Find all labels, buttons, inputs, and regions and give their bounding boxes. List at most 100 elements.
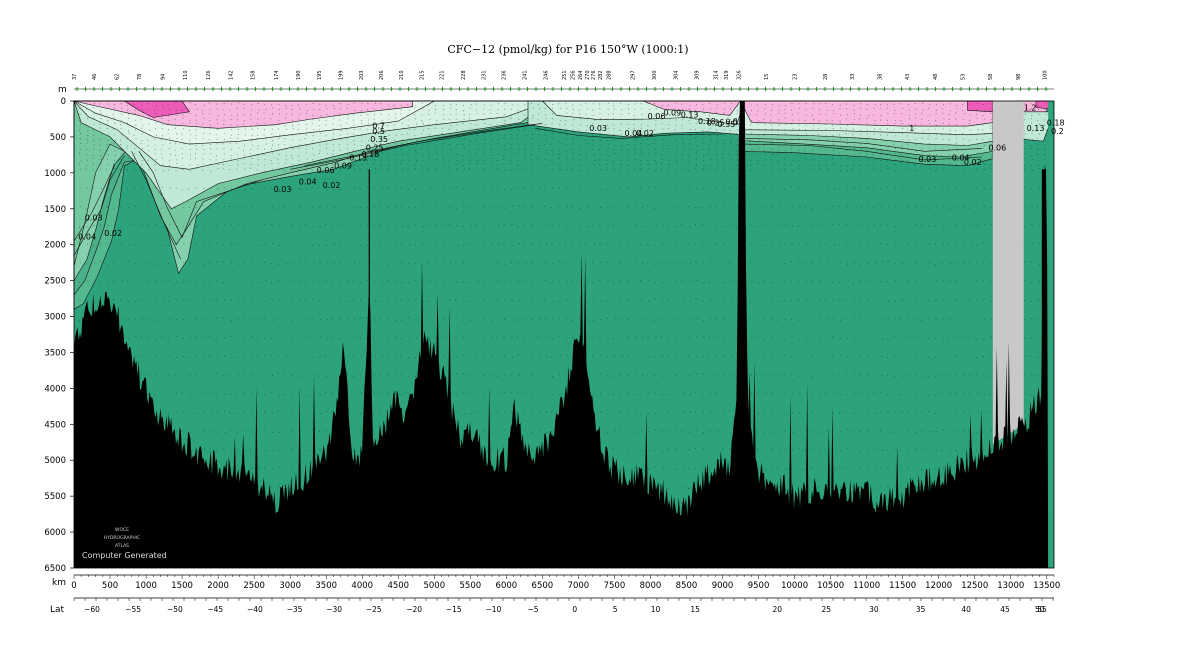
contour-label: 0.7	[372, 121, 385, 130]
station-label: 100	[1043, 70, 1049, 80]
distance-tick-label: 5000	[423, 581, 445, 591]
latitude-tick-label: 50	[1035, 605, 1045, 614]
plot-area: 0.040.030.020.030.040.06 0.090.130.180.25…	[72, 100, 1065, 569]
contour-label: 0.04	[625, 129, 643, 138]
station-label: 264	[578, 70, 584, 80]
distance-tick-label: 500	[102, 581, 118, 591]
contour-line	[290, 124, 536, 170]
station-label: 142	[228, 70, 234, 80]
eastern-edge	[1048, 101, 1054, 568]
contour-label: 0.09	[334, 162, 352, 171]
latitude-tick-label: −30	[326, 605, 342, 614]
station-label: 276	[591, 70, 597, 80]
contour-label: 0.35	[718, 120, 736, 129]
depth-tick-label: 500	[50, 133, 66, 143]
station-label: 48	[933, 74, 939, 80]
station-label: 58	[988, 74, 994, 80]
station-label: 190	[296, 70, 302, 80]
station-label: 314	[713, 70, 719, 80]
depth-axis-label: m	[58, 85, 67, 95]
contour-line	[131, 151, 181, 260]
depth-axis: 0 500 1000 1500 2000 2500 3000 3500 4000 4500 5000…	[44, 97, 74, 574]
contour-label: 0.03	[919, 155, 937, 164]
distance-tick-label: 4500	[387, 581, 409, 591]
station-label: 288	[607, 70, 613, 80]
latitude-tick-label: −45	[207, 605, 223, 614]
distance-tick-label: 2000	[207, 581, 229, 591]
distance-tick-label: 1000	[135, 581, 157, 591]
distance-tick-label: 11500	[889, 581, 916, 591]
distance-tick-label: 10500	[817, 581, 844, 591]
station-label: 210	[399, 70, 405, 80]
station-label: 28	[823, 74, 829, 80]
contour-label: 0.09	[663, 108, 681, 117]
latitude-tick-label: −10	[485, 605, 501, 614]
depth-tick-label: 1000	[44, 169, 66, 179]
latitude-axis-label: Lat	[50, 605, 65, 615]
station-label: 43	[905, 74, 911, 80]
contour-bands	[72, 100, 1051, 310]
latitude-tick-label: −5	[527, 605, 538, 614]
contour-label: 0.04	[299, 177, 317, 186]
distance-axis: 0 500 1000 1500 2000 2500 3000 3500 4000 4500 5000…	[71, 574, 1060, 591]
latitude-tick-label: −25	[366, 605, 382, 614]
depth-tick-label: 6000	[44, 528, 66, 538]
no-data-gap	[992, 101, 1024, 445]
station-label: 195	[317, 70, 323, 80]
latitude-tick-label: 20	[773, 605, 783, 614]
latitude-tick-label: 15	[690, 605, 700, 614]
contour-label: 0.13	[1027, 124, 1045, 133]
station-label: 304	[674, 70, 680, 80]
station-label: 300	[652, 70, 658, 80]
station-label: 46	[92, 74, 98, 80]
contour-label: 0.13	[681, 111, 699, 120]
contour-label: 0.04	[78, 233, 96, 242]
depth-tick-label: 1500	[44, 205, 66, 215]
depth-tick-label: 5500	[44, 492, 66, 502]
distance-tick-label: 9000	[712, 581, 734, 591]
contour-line	[73, 165, 115, 242]
station-label: 270	[585, 70, 591, 80]
contour-labels: 0.040.030.020.030.040.06 0.090.130.180.25…	[78, 103, 1064, 241]
latitude-tick-label: −55	[125, 605, 141, 614]
station-label: 158	[251, 70, 257, 80]
distance-tick-label: 11000	[853, 581, 880, 591]
contour-label: 0.06	[648, 112, 666, 121]
distance-tick-label: 13500	[1033, 581, 1060, 591]
station-label: 215	[419, 70, 425, 80]
contour-line	[535, 128, 723, 139]
station-label: 326	[736, 70, 742, 80]
seafloor	[74, 101, 1049, 568]
latitude-tick-label: −40	[247, 605, 263, 614]
distance-tick-label: 8000	[640, 581, 662, 591]
contour-label: 0.06	[988, 144, 1006, 153]
contour-label: 0.18	[362, 150, 380, 159]
station-label: 251	[562, 70, 568, 80]
depth-tick-label: 2000	[44, 241, 66, 251]
contour-label: 0.18	[1047, 118, 1065, 127]
station-label: 206	[379, 70, 385, 80]
watermark-line-3: ATLAS	[115, 543, 129, 549]
contour-line	[744, 143, 982, 161]
contour-label: 0.03	[589, 124, 607, 133]
continental-slope	[1041, 169, 1046, 569]
station-label: 174	[274, 70, 280, 80]
depth-tick-label: 5000	[44, 456, 66, 466]
band-north-magenta	[967, 100, 994, 113]
distance-tick-label: 7500	[604, 581, 626, 591]
no-data-region	[992, 101, 1024, 445]
contour-label: 0.2	[1051, 127, 1064, 136]
station-label: 94	[161, 74, 167, 80]
contour-line	[744, 138, 982, 152]
woce-watermark: WOCE HYDROGRAPHIC ATLAS	[104, 527, 140, 549]
station-label: 53	[961, 74, 967, 80]
distance-tick-label: 7000	[568, 581, 590, 591]
distance-tick-label: 12500	[961, 581, 988, 591]
bathymetry	[74, 101, 1054, 569]
latitude-tick-label: −60	[84, 605, 100, 614]
distance-tick-label: 12000	[925, 581, 952, 591]
station-axis: 37 46 62 78 94 110 126 142 158 174 190 195 199 203 206…	[72, 70, 1054, 91]
latitude-tick-label: 0	[572, 605, 577, 614]
distance-tick-label: 4000	[351, 581, 373, 591]
